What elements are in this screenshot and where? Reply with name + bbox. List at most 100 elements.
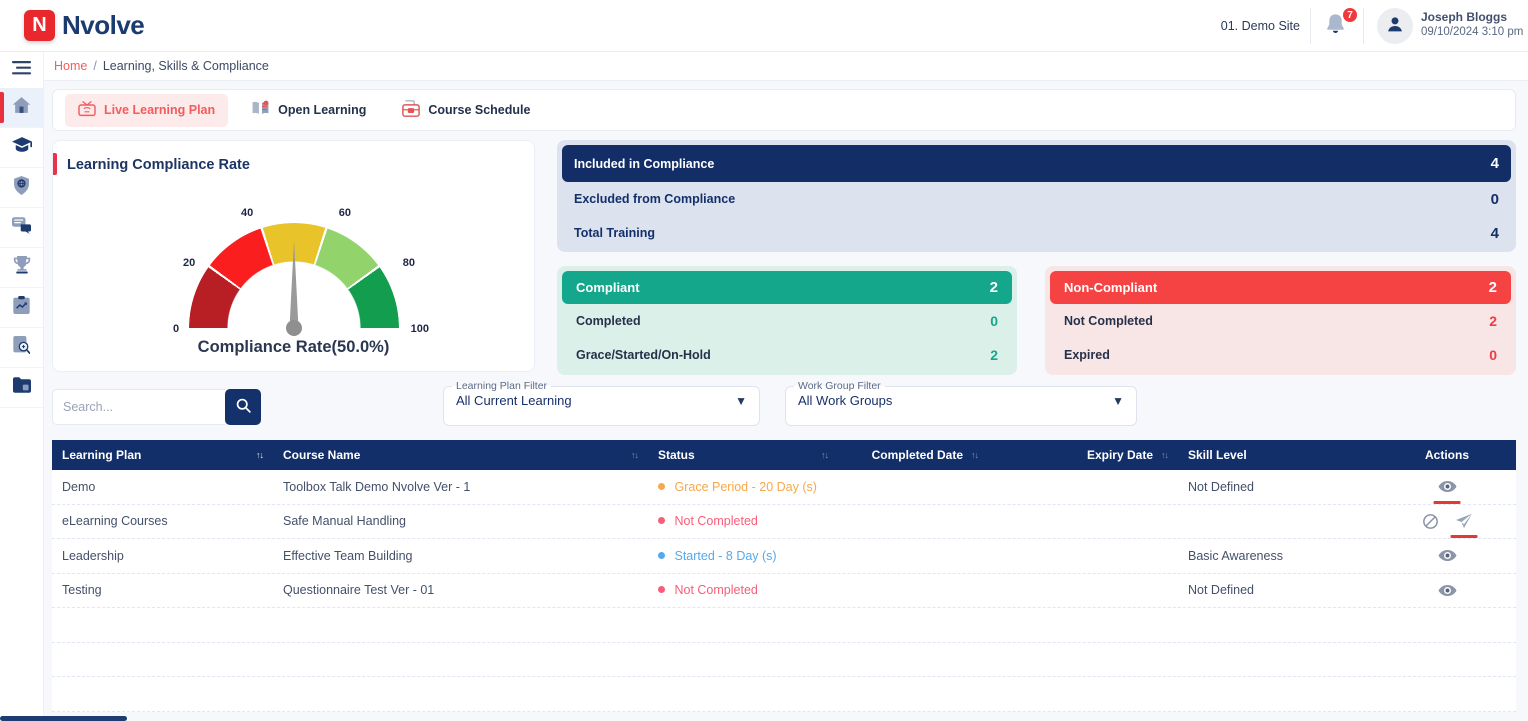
menu-toggle[interactable]: [0, 52, 43, 88]
horizontal-scrollbar-thumb[interactable]: [0, 716, 127, 721]
cell-actions: [1378, 478, 1516, 504]
ban-action-icon[interactable]: [1419, 512, 1441, 530]
row-label: Completed: [576, 314, 641, 328]
column-label: Status: [658, 448, 695, 462]
chevron-down-icon: ▼: [1112, 393, 1124, 408]
sidebar-item-documents[interactable]: [0, 368, 43, 408]
chevron-down-icon: ▼: [735, 393, 747, 408]
notification-count-badge: 7: [1342, 7, 1358, 23]
compliant-row-grace: Grace/Started/On-Hold 2: [562, 338, 1012, 372]
column-label: Course Name: [283, 448, 361, 462]
col-skill-level[interactable]: Skill Level: [1178, 440, 1378, 470]
summary-value: 4: [1490, 224, 1499, 242]
user-icon: [1384, 13, 1406, 40]
user-name: Joseph Bloggs: [1421, 10, 1508, 24]
action-highlight-underline: [1433, 500, 1461, 504]
empty-table-row: [52, 642, 1516, 677]
gauge-tick: 60: [338, 207, 351, 219]
tab-live-learning-plan[interactable]: Live Learning Plan: [65, 93, 229, 127]
work-group-filter[interactable]: Work Group Filter All Work Groups ▼: [785, 380, 1137, 426]
learning-plan-filter[interactable]: Learning Plan Filter All Current Learnin…: [443, 380, 760, 426]
column-label: Completed Date: [871, 448, 963, 462]
sidebar-item-home[interactable]: [0, 88, 43, 128]
toolbox-icon: [402, 100, 421, 120]
filter-label: Work Group Filter: [798, 380, 881, 392]
compliance-gauge-card: Learning Compliance Rate 0 20 40 60 80 1…: [52, 140, 535, 372]
open-book-icon: [251, 100, 270, 120]
cell-skill-level: Not Defined: [1188, 583, 1255, 598]
sort-icon[interactable]: ↑↓: [821, 450, 829, 460]
tab-course-schedule[interactable]: Course Schedule: [389, 93, 543, 127]
col-learning-plan[interactable]: Learning Plan ↑↓: [52, 440, 273, 470]
user-avatar[interactable]: [1377, 8, 1413, 44]
sidebar-item-compliance[interactable]: [0, 168, 43, 208]
learning-plan-table: Learning Plan ↑↓ Course Name ↑↓ Status ↑…: [52, 440, 1516, 712]
sidebar-item-messages[interactable]: [0, 208, 43, 248]
empty-table-row: [52, 677, 1516, 712]
summary-label: Excluded from Compliance: [574, 192, 736, 206]
sidebar-item-achievements[interactable]: [0, 248, 43, 288]
tab-label: Course Schedule: [428, 103, 531, 117]
cell-learning-plan: Leadership: [62, 548, 124, 563]
column-label: Learning Plan: [62, 448, 142, 462]
cell-status: Not Completed: [648, 583, 838, 597]
row-label: Grace/Started/On-Hold: [576, 348, 711, 362]
compliance-summary-panel: Included in Compliance 4 Excluded from C…: [557, 140, 1516, 252]
row-value: 2: [1489, 313, 1497, 329]
gauge-tick: 80: [402, 257, 415, 269]
gauge-tick: 100: [410, 323, 429, 335]
row-value: 0: [990, 313, 998, 329]
sort-icon[interactable]: ↑↓: [971, 450, 979, 460]
empty-table-row: [52, 608, 1516, 643]
filter-label: Learning Plan Filter: [456, 380, 548, 392]
brand-name: Nvolve: [62, 10, 145, 40]
panel-title: Compliant: [576, 280, 640, 295]
filter-value: All Current Learning: [456, 393, 572, 408]
site-selector[interactable]: 01. Demo Site: [1220, 19, 1300, 33]
row-label: Not Completed: [1064, 314, 1153, 328]
brand-logo[interactable]: N Nvolve: [24, 10, 145, 41]
status-text: Not Completed: [674, 514, 758, 529]
view-action-icon[interactable]: [1436, 581, 1458, 599]
table-row: Demo Toolbox Talk Demo Nvolve Ver - 1 Gr…: [52, 470, 1516, 505]
gauge-tick: 20: [183, 257, 196, 269]
brand-logo-icon: N: [24, 10, 55, 41]
chat-icon: [12, 216, 31, 239]
search-button[interactable]: [225, 389, 261, 425]
sort-icon[interactable]: ↑↓: [256, 450, 264, 460]
table-header: Learning Plan ↑↓ Course Name ↑↓ Status ↑…: [52, 440, 1516, 470]
user-info[interactable]: Joseph Bloggs 09/10/2024 3:10 pm: [1421, 10, 1523, 40]
sidebar-item-audit[interactable]: [0, 328, 43, 368]
gauge-tick: 40: [241, 207, 254, 219]
noncompliant-panel: Non-Compliant 2 Not Completed 2 Expired …: [1045, 266, 1516, 375]
noncompliant-header: Non-Compliant 2: [1050, 271, 1511, 304]
sort-icon[interactable]: ↑↓: [1161, 450, 1169, 460]
noncompliant-row-expired: Expired 0: [1050, 338, 1511, 372]
status-text: Not Completed: [674, 583, 758, 598]
send-action-icon[interactable]: [1450, 512, 1478, 539]
sidebar-item-learning[interactable]: [0, 128, 43, 168]
col-status[interactable]: Status ↑↓: [648, 440, 838, 470]
col-course-name[interactable]: Course Name ↑↓: [273, 440, 648, 470]
cell-learning-plan: Demo: [62, 479, 96, 494]
sidebar-item-reports[interactable]: [0, 288, 43, 328]
col-expiry-date[interactable]: Expiry Date ↑↓: [988, 440, 1178, 470]
cell-actions: [1378, 547, 1516, 565]
panel-total: 2: [1488, 279, 1497, 296]
table-row: Leadership Effective Team Building Start…: [52, 539, 1516, 574]
gauge-tick: 0: [173, 323, 180, 335]
gauge-card-title: Learning Compliance Rate: [67, 157, 250, 173]
col-completed-date[interactable]: Completed Date ↑↓: [838, 440, 988, 470]
view-action-icon[interactable]: [1436, 547, 1458, 565]
view-action-icon[interactable]: [1433, 478, 1461, 504]
search-input[interactable]: [52, 389, 225, 425]
breadcrumb-home-link[interactable]: Home: [54, 59, 88, 73]
trophy-icon: [13, 256, 31, 279]
notifications-button[interactable]: 7: [1322, 7, 1358, 41]
cell-course-name: Effective Team Building: [283, 548, 413, 563]
sort-icon[interactable]: ↑↓: [631, 450, 639, 460]
tab-open-learning[interactable]: Open Learning: [238, 93, 379, 127]
column-label: Expiry Date: [1086, 448, 1153, 462]
breadcrumb: Home / Learning, Skills & Compliance: [44, 52, 1528, 81]
tab-label: Live Learning Plan: [104, 103, 216, 117]
